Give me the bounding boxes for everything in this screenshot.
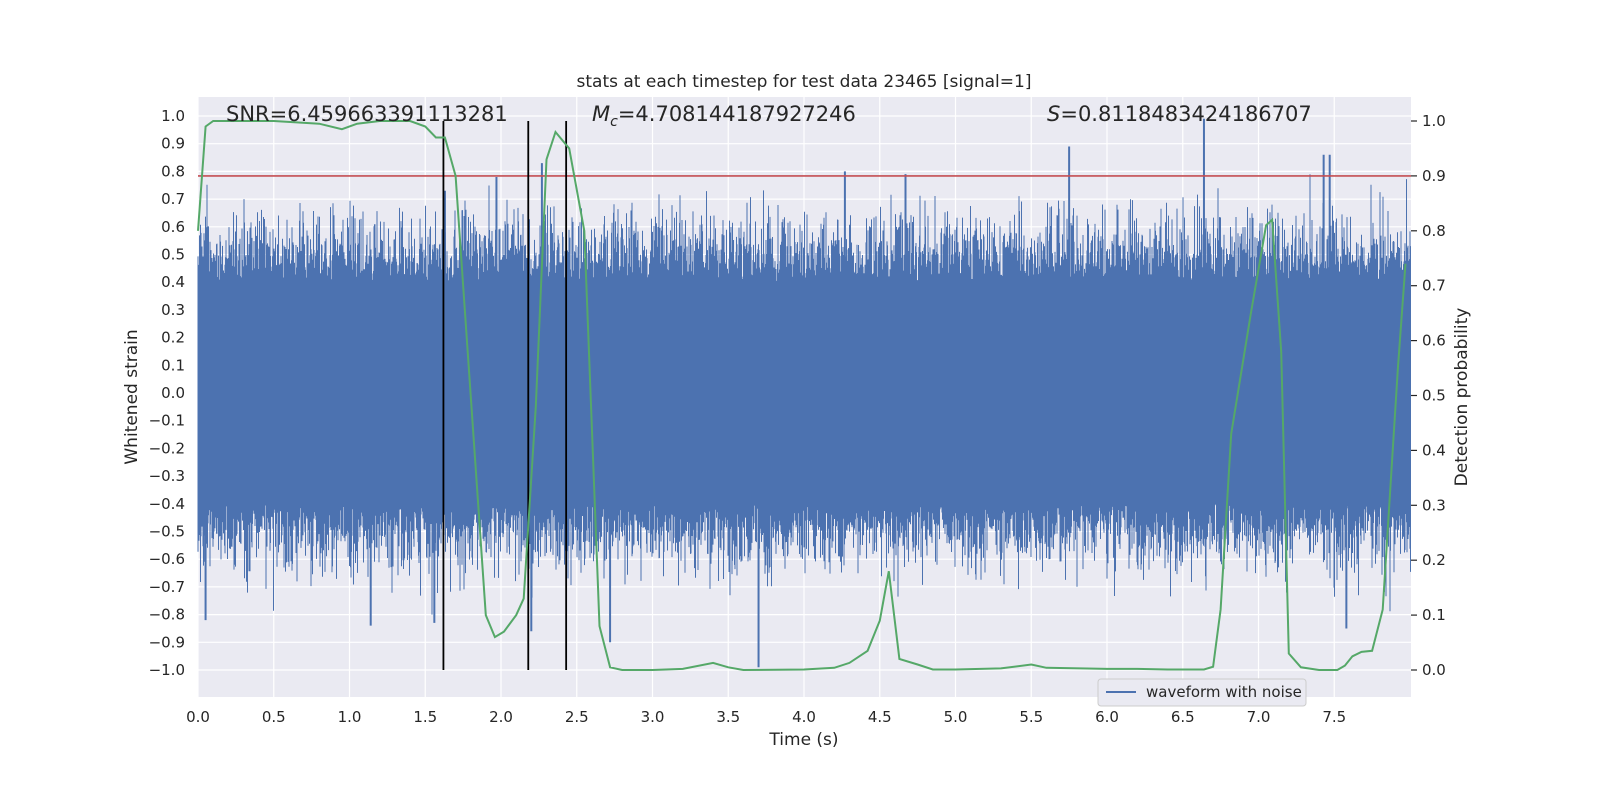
y-tick-label: 0.6 xyxy=(161,218,185,236)
y-tick-label: −0.5 xyxy=(149,523,185,541)
y-tick-label: 0.0 xyxy=(161,384,185,402)
y-axis-label: Whitened strain xyxy=(122,329,142,464)
x-tick-label: 2.0 xyxy=(489,708,513,726)
y-tick-label: −0.9 xyxy=(149,633,185,651)
y-tick-label: 0.7 xyxy=(161,190,185,208)
y-tick-label: −0.4 xyxy=(149,495,185,513)
legend-label: waveform with noise xyxy=(1146,683,1302,701)
probability-series xyxy=(197,120,1407,672)
y-tick-label: 0.2 xyxy=(161,329,185,347)
x-tick-label: 6.0 xyxy=(1095,708,1119,726)
mc-value: =4.708144187927246 xyxy=(618,102,856,126)
x-tick-label: 7.0 xyxy=(1247,708,1271,726)
chart-title: stats at each timestep for test data 234… xyxy=(577,72,1032,92)
x-axis-label: Time (s) xyxy=(768,730,838,750)
y2-tick-label: 0.7 xyxy=(1422,277,1446,295)
x-tick-label: 1.0 xyxy=(338,708,362,726)
mc-annotation: Mc=4.708144187927246 xyxy=(592,102,856,130)
vertical-markers xyxy=(442,121,568,670)
y2-tick-label: 0.1 xyxy=(1422,606,1446,624)
y-tick-label: 0.1 xyxy=(161,356,185,374)
snr-annotation: SNR=6.459663391113281 xyxy=(226,102,508,126)
y2-tick-label: 0.4 xyxy=(1422,441,1446,459)
y2-tick-label: 0.9 xyxy=(1422,167,1446,185)
y2-tick-label: 0.6 xyxy=(1422,332,1446,350)
legend-box xyxy=(1097,678,1307,707)
mc-subscript: c xyxy=(610,114,618,130)
y-tick-label: −0.6 xyxy=(149,550,185,568)
x-tick-label: 4.0 xyxy=(792,708,816,726)
x-tick-label: 1.5 xyxy=(413,708,437,726)
y2-tick-label: 0.8 xyxy=(1422,222,1446,240)
waveform-series xyxy=(197,174,1411,615)
y-tick-label: −0.8 xyxy=(149,606,185,624)
y2-axis-ticks: 0.0 0.1 0.2 0.3 0.4 0.5 0.6 0.7 0.8 0.9 1.0 xyxy=(1411,112,1446,679)
y-tick-label: −1.0 xyxy=(149,661,185,679)
x-tick-label: 6.5 xyxy=(1171,708,1195,726)
y2-tick-label: 0.0 xyxy=(1422,661,1446,679)
s-value: =0.8118483424186707 xyxy=(1060,102,1311,126)
y2-tick-label: 0.3 xyxy=(1422,496,1446,514)
x-tick-label: 0.0 xyxy=(186,708,210,726)
x-tick-label: 3.5 xyxy=(716,708,740,726)
x-tick-label: 7.5 xyxy=(1322,708,1346,726)
x-tick-label: 3.0 xyxy=(641,708,665,726)
x-tick-label: 4.5 xyxy=(868,708,892,726)
y-tick-label: −0.2 xyxy=(149,439,185,457)
y-tick-label: 0.8 xyxy=(161,162,185,180)
s-annotation: S=0.8118483424186707 xyxy=(1047,102,1312,126)
y-tick-label: −0.7 xyxy=(149,578,185,596)
mc-symbol: M xyxy=(592,102,610,126)
legend: waveform with noise xyxy=(1097,678,1307,707)
waveform-trace xyxy=(197,174,1411,615)
y-tick-label: −0.3 xyxy=(149,467,185,485)
x-tick-label: 5.5 xyxy=(1019,708,1043,726)
waveform-peaks xyxy=(204,118,1348,668)
x-axis-ticks: 0.0 0.5 1.0 1.5 2.0 2.5 3.0 3.5 4.0 4.5 5.0 5.5 6.0 6… xyxy=(186,708,1346,726)
x-tick-label: 2.5 xyxy=(565,708,589,726)
probability-line xyxy=(197,120,1407,672)
x-tick-label: 5.0 xyxy=(944,708,968,726)
y-axis-ticks: −1.0 −0.9 −0.8 −0.7 −0.6 −0.5 −0.4 −0.3 −0.2 −0.1… xyxy=(149,107,185,679)
y-tick-label: −0.1 xyxy=(149,412,185,430)
x-tick-label: 0.5 xyxy=(262,708,286,726)
y-tick-label: 0.9 xyxy=(161,135,185,153)
s-symbol: S xyxy=(1047,102,1060,126)
y-tick-label: 0.5 xyxy=(161,246,185,264)
y2-tick-label: 1.0 xyxy=(1422,112,1446,130)
y-tick-label: 0.3 xyxy=(161,301,185,319)
y2-tick-label: 0.2 xyxy=(1422,551,1446,569)
y-tick-label: 0.4 xyxy=(161,273,185,291)
y-tick-label: 1.0 xyxy=(161,107,185,125)
y2-axis-label: Detection probability xyxy=(1452,308,1472,487)
y2-tick-label: 0.5 xyxy=(1422,387,1446,405)
